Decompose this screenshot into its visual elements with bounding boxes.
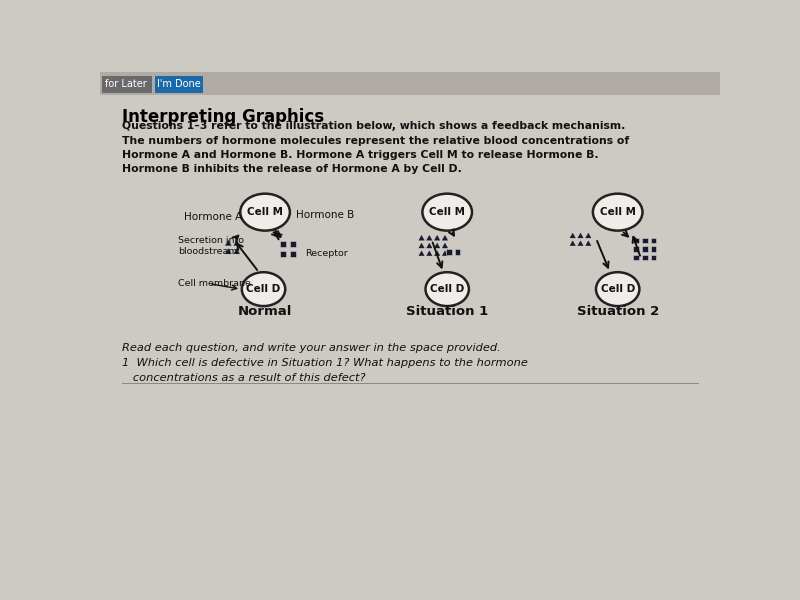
Polygon shape [578, 233, 583, 238]
Polygon shape [426, 251, 432, 256]
Bar [650, 255, 656, 260]
Polygon shape [586, 233, 591, 238]
Text: I'm Done: I'm Done [157, 79, 201, 89]
Text: Normal: Normal [238, 305, 292, 317]
Text: Hormone A: Hormone A [184, 212, 242, 222]
Polygon shape [570, 233, 575, 238]
Bar [642, 238, 647, 243]
Bar [290, 251, 296, 257]
Polygon shape [418, 251, 424, 256]
Text: Cell membrane: Cell membrane [178, 279, 251, 288]
Text: Situation 1: Situation 1 [406, 305, 488, 317]
Bar [650, 238, 656, 243]
Ellipse shape [240, 194, 290, 230]
Bar [455, 250, 461, 255]
Polygon shape [442, 243, 448, 248]
Text: Cell M: Cell M [429, 207, 466, 217]
Text: Receptor: Receptor [306, 249, 348, 258]
Polygon shape [226, 240, 231, 245]
Bar [280, 251, 286, 257]
Bar [446, 250, 452, 255]
Bar [280, 241, 286, 247]
Text: Secretion into
bloodstream: Secretion into bloodstream [178, 236, 244, 256]
Bar [634, 238, 639, 243]
Ellipse shape [596, 272, 639, 306]
Polygon shape [226, 248, 231, 254]
Text: Cell M: Cell M [247, 207, 283, 217]
Ellipse shape [593, 194, 642, 230]
Text: Cell D: Cell D [430, 284, 464, 294]
Text: Hormone B: Hormone B [296, 210, 354, 220]
Text: Questions 1–3 refer to the illustration below, which shows a feedback mechanism.: Questions 1–3 refer to the illustration … [122, 121, 629, 175]
Bar [290, 241, 296, 247]
Polygon shape [426, 243, 432, 248]
Ellipse shape [422, 194, 472, 230]
Bar [102, 76, 152, 93]
Text: Read each question, and write your answer in the space provided.: Read each question, and write your answe… [122, 343, 501, 353]
Text: Cell D: Cell D [601, 284, 635, 294]
Polygon shape [434, 235, 440, 240]
Bar [100, 72, 720, 95]
Polygon shape [234, 248, 240, 254]
Text: 1  Which cell is defective in Situation 1? What happens to the hormone
   concen: 1 Which cell is defective in Situation 1… [122, 358, 527, 383]
Bar [642, 247, 647, 252]
Bar [155, 76, 203, 93]
Polygon shape [418, 235, 424, 240]
Bar [642, 255, 647, 260]
Bar [634, 247, 639, 252]
Bar [650, 247, 656, 252]
Text: for Later: for Later [106, 79, 147, 89]
Polygon shape [434, 251, 440, 256]
Text: Situation 2: Situation 2 [577, 305, 659, 317]
Polygon shape [234, 240, 240, 245]
Polygon shape [442, 235, 448, 240]
Polygon shape [426, 235, 432, 240]
Polygon shape [434, 243, 440, 248]
Text: Cell D: Cell D [246, 284, 281, 294]
Text: Cell M: Cell M [600, 207, 636, 217]
Polygon shape [418, 243, 424, 248]
Polygon shape [578, 241, 583, 246]
Text: Interpreting Graphics: Interpreting Graphics [122, 108, 324, 126]
Polygon shape [586, 241, 591, 246]
Ellipse shape [426, 272, 469, 306]
Polygon shape [570, 241, 575, 246]
Polygon shape [442, 251, 448, 256]
Bar [634, 255, 639, 260]
Ellipse shape [242, 272, 286, 306]
